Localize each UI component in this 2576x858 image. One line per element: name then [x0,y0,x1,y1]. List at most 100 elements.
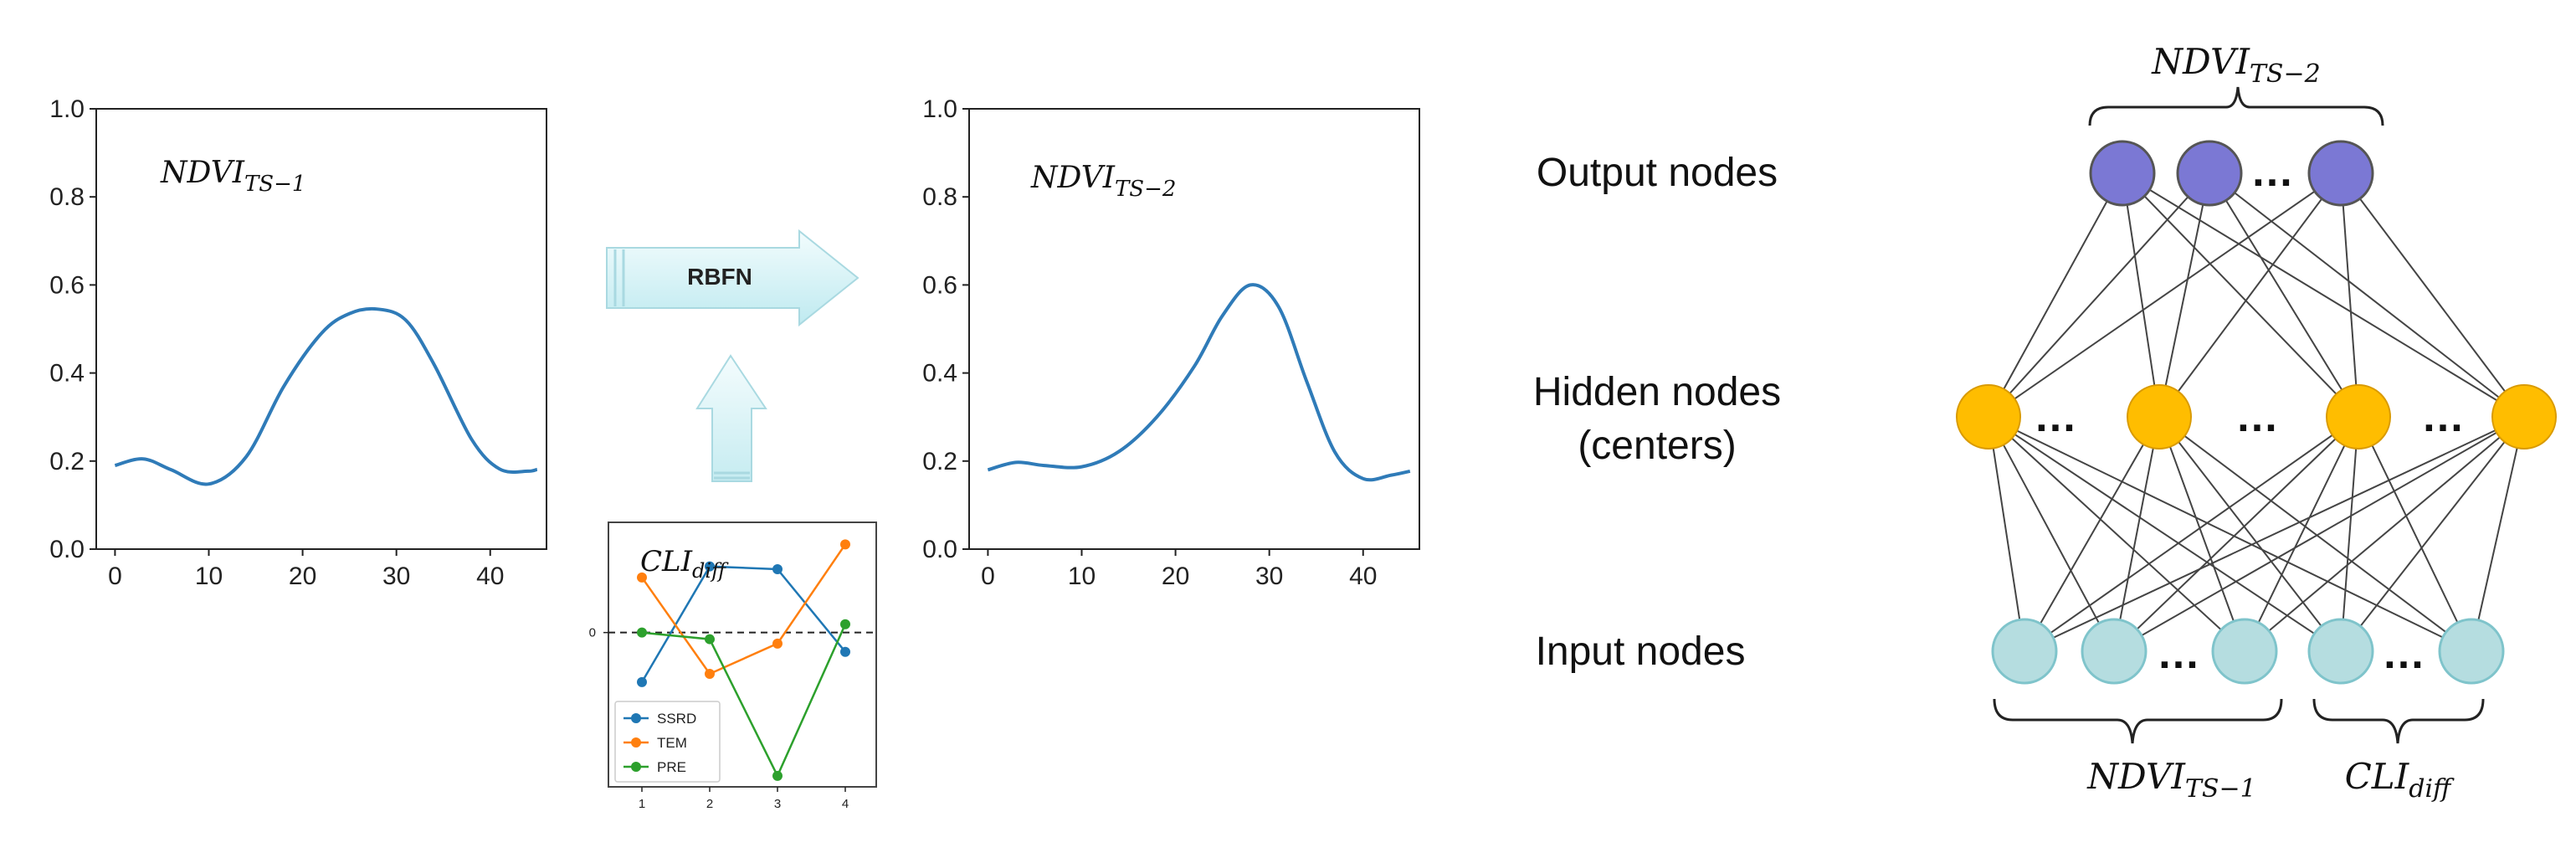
cli-plot-series [637,539,850,781]
edge-output-hidden [2340,172,2525,418]
edge-hidden-input [2358,416,2472,652]
output-node [2089,140,2156,207]
left-plot-yticks: 0.0 0.2 0.4 0.6 0.8 1.0 [49,95,96,563]
input-ellipsis: … [2382,629,2425,678]
output-node [2176,140,2243,207]
top-brace-label-sub: TS−2 [2250,59,2321,89]
cli-point-ssrd [637,676,647,687]
left-plot-label-base: NDVI [160,156,245,190]
edge-output-hidden [2340,172,2359,418]
input-ellipsis: … [2157,629,2200,678]
right-plot-yticks: 0.0 0.2 0.4 0.6 0.8 1.0 [922,95,969,563]
bottom-right-brace-label-sub: diff [2409,774,2455,804]
bottom-left-brace [1993,698,2283,744]
right-plot-label: NDVITS−2 [1030,161,1176,202]
cli-plot-label: CLIdiff [640,545,729,583]
cli-legend-marker [631,713,641,723]
cli-point-tem [840,539,850,550]
cli-xtick-label: 3 [774,797,781,811]
cli-diff-plot: 0 1 2 3 4 CLIdiff SSRD TEM PRE [589,521,877,811]
network-edges [1988,172,2525,652]
left-plot-frame [95,108,547,550]
network-nodes [1956,140,2557,685]
right-plot-frame [968,108,1420,550]
cli-point-pre [772,770,783,781]
cli-point-tem [772,638,783,649]
edge-hidden-input [2158,416,2245,652]
xtick-label: 40 [476,563,504,590]
ytick-label: 0.8 [49,183,85,211]
edge-hidden-input [2113,416,2160,652]
xtick-label: 10 [1068,563,1096,590]
edge-output-hidden [1988,172,2123,418]
cli-point-ssrd [840,646,850,657]
cli-legend-box [614,701,721,783]
cli-xtick-label: 4 [842,797,849,811]
hidden-nodes-label: Hidden nodes [1533,370,1781,414]
rbfn-arrow-shape [606,229,860,327]
xtick-label: 20 [289,563,316,590]
hidden-node [2326,384,2391,450]
hidden-ellipsis: … [2034,393,2077,441]
edge-output-hidden [2122,172,2359,418]
hidden-node [2491,384,2557,450]
cli-legend-items: SSRD TEM PRE [623,711,696,775]
edge-hidden-input [2244,416,2525,652]
edge-output-hidden [2122,172,2160,418]
edge-hidden-input [2340,416,2359,652]
node-ellipses: … … … … … … [2034,147,2465,678]
cli-xtick-label: 1 [639,797,645,811]
edge-hidden-input [2024,416,2525,652]
top-brace [2088,86,2384,126]
up-arrow [695,354,767,482]
hidden-ellipsis: … [2235,393,2279,441]
cli-point-tem [637,572,647,583]
cli-plot-label-sub: diff [692,559,729,583]
cli-legend-marker [631,762,641,772]
edge-output-hidden [2209,172,2525,418]
left-ndvi-plot: 0.0 0.2 0.4 0.6 0.8 1.0 0 10 20 30 40 NDVITS−1 [49,95,547,590]
edge-hidden-input [2113,416,2525,652]
cli-legend: SSRD TEM PRE [614,701,721,783]
input-node [1991,618,2058,685]
edge-hidden-input [2158,416,2472,652]
xtick-label: 30 [1255,563,1283,590]
edge-hidden-input [2158,416,2342,652]
cli-series-line-pre [641,624,847,778]
input-node [2307,618,2374,685]
bottom-left-brace-label-sub: TS−1 [2185,774,2256,804]
bottom-right-brace-label: CLIdiff [2345,756,2455,804]
edge-hidden-input [1988,416,2115,652]
edge-hidden-input [2471,416,2525,652]
right-plot-label-sub: TS−2 [1115,177,1176,202]
rbfn-label: RBFN [687,264,752,290]
left-plot-label-sub: TS−1 [244,172,305,197]
hidden-ellipsis: … [2421,393,2465,441]
edge-output-hidden [2122,172,2525,418]
hidden-node [2127,384,2192,450]
cli-point-tem [705,669,715,680]
input-nodes-label: Input nodes [1536,629,1746,674]
input-node [2081,618,2148,685]
braces [1993,86,2485,744]
xtick-label: 40 [1349,563,1377,590]
edge-hidden-input [1988,416,2025,652]
ytick-label: 0.2 [922,448,957,475]
edge-output-hidden [2158,172,2342,418]
edge-hidden-input [2340,416,2525,652]
left-plot-label: NDVITS−1 [160,156,305,197]
ytick-label: 0.8 [922,183,957,211]
ytick-label: 0.6 [49,271,85,299]
bottom-left-brace-label-base: NDVI [2086,756,2186,797]
bottom-right-brace-label-base: CLI [2345,756,2410,797]
cli-point-pre [840,619,850,629]
edge-hidden-input [1988,416,2472,652]
up-arrow-shape [695,354,767,482]
ytick-label: 0.2 [49,448,85,475]
output-nodes-label: Output nodes [1537,151,1778,195]
cli-xtick-label: 2 [706,797,713,811]
cli-point-ssrd [772,563,783,574]
right-plot-label-base: NDVI [1030,161,1116,195]
cli-plot-label-base: CLI [640,545,693,578]
